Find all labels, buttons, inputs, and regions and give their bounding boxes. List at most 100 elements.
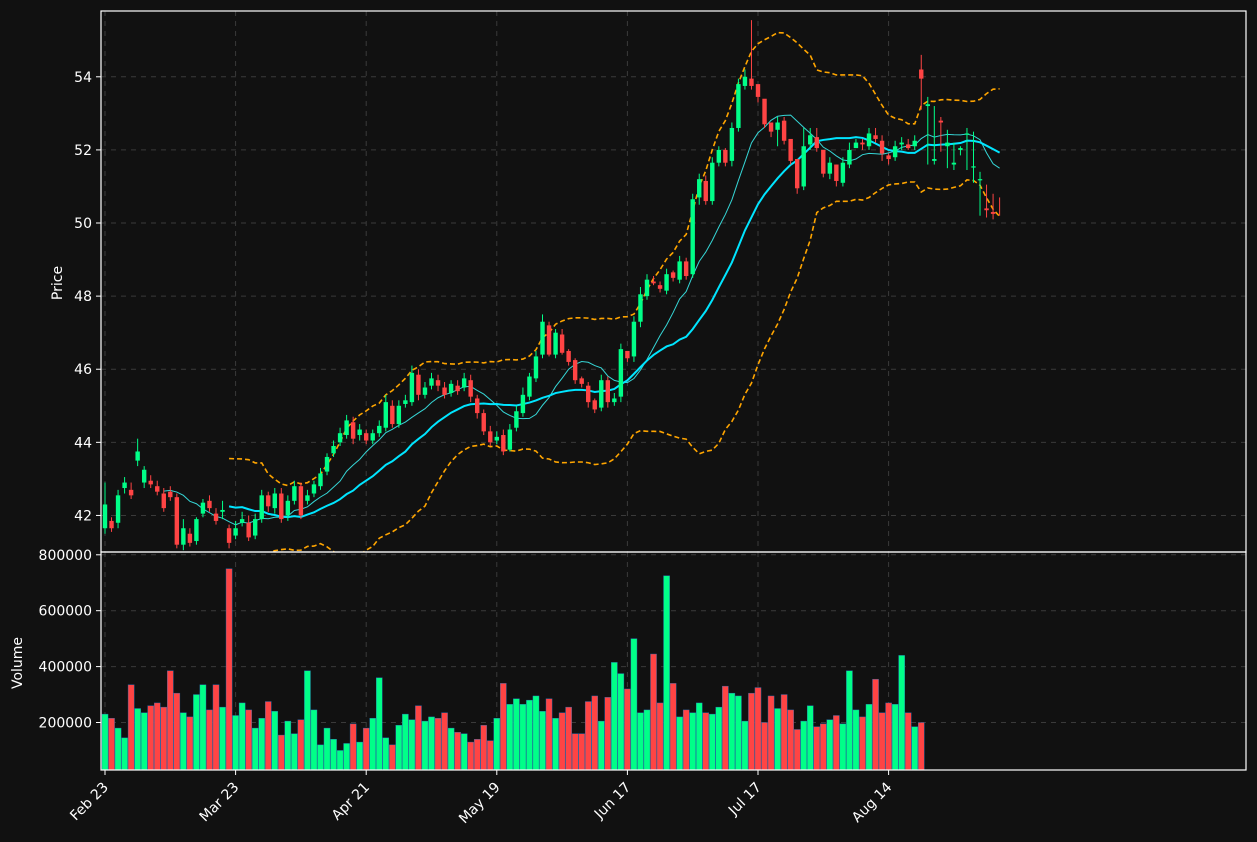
candle-body [768, 122, 774, 132]
volume-bar [121, 737, 128, 770]
volume-bar [304, 670, 311, 770]
volume-bar [114, 727, 122, 770]
volume-bar [800, 720, 807, 770]
volume-bar [571, 733, 579, 770]
volume-bar [604, 697, 612, 770]
candle-body [292, 486, 297, 501]
candle-body [448, 383, 454, 393]
volume-bar [493, 718, 501, 770]
candle-body [775, 122, 780, 130]
volume-tick-label: 800000 [39, 548, 92, 564]
volume-bar [362, 727, 370, 770]
volume-bar [369, 718, 376, 770]
volume-bar [643, 709, 651, 770]
volume-bar [715, 706, 723, 770]
volume-bar [617, 673, 625, 770]
volume-bar [500, 683, 507, 770]
volume-bar [271, 711, 279, 770]
volume-bar [428, 716, 435, 770]
candle-body [318, 473, 323, 487]
candle-body [494, 436, 499, 441]
volume-bar [748, 692, 755, 770]
volume-bar [415, 705, 422, 770]
volume-bar [898, 655, 905, 770]
candle-body [396, 405, 402, 425]
volume-bar [846, 670, 853, 770]
candle-body [141, 469, 147, 483]
candle-body [808, 135, 813, 145]
candle-body [801, 146, 806, 187]
volume-tick-label: 600000 [39, 604, 92, 620]
candle-body [350, 422, 356, 439]
candle-body [102, 504, 108, 529]
candle-body [324, 456, 330, 472]
candle-body [579, 378, 584, 384]
volume-bar [558, 712, 566, 770]
candle-body [879, 140, 885, 154]
candle-body [586, 385, 591, 403]
candle-body [259, 495, 264, 520]
volume-bar [754, 687, 762, 770]
candle-body [612, 398, 617, 403]
volume-bar [330, 739, 337, 770]
candle-body [794, 159, 800, 189]
volume-bar [310, 709, 318, 770]
volume-bar [624, 688, 631, 770]
volume-bar [806, 705, 814, 770]
volume-bar [676, 716, 683, 770]
candle-body [755, 84, 761, 97]
volume-bar [447, 727, 455, 770]
volume-bar [611, 662, 618, 770]
candle-body [742, 76, 748, 86]
volume-axis-label: Volume [10, 637, 26, 689]
volume-bar [741, 720, 749, 770]
volume-bar [630, 638, 638, 770]
volume-bar [702, 712, 710, 770]
candle-body [599, 380, 604, 408]
candle-body [847, 149, 852, 165]
candle-body [305, 495, 310, 501]
volume-bar [695, 702, 703, 770]
candle-body [664, 274, 669, 291]
candle-body [226, 528, 232, 543]
volume-bar [859, 716, 866, 770]
volume-bar [265, 701, 272, 770]
volume-bar [591, 695, 599, 770]
candle-body [625, 350, 630, 359]
volume-bar [918, 722, 925, 770]
candle-body [468, 380, 473, 397]
candle-body [873, 135, 878, 139]
candle-body [220, 509, 225, 512]
candle-body [932, 159, 937, 161]
volume-bar [147, 705, 154, 770]
volume-bar [565, 706, 572, 770]
candle-body [703, 180, 708, 202]
candle-body [364, 433, 369, 441]
candle-body [520, 394, 526, 414]
volume-tick-label: 200000 [39, 715, 92, 731]
volume-bar [793, 729, 801, 770]
candle-body [455, 385, 460, 392]
volume-bar [513, 698, 520, 770]
volume-bar [584, 701, 592, 770]
volume-bar [839, 723, 847, 770]
volume-bar [487, 740, 494, 770]
volume-bar [212, 684, 220, 770]
candle-body [370, 433, 375, 441]
volume-bar [297, 719, 305, 770]
candle-body [128, 489, 134, 496]
candle-body [207, 500, 212, 509]
volume-bar [682, 709, 690, 770]
candle-body [592, 400, 597, 410]
candle-body [716, 149, 722, 163]
volume-bar [167, 670, 174, 770]
candle-body [416, 374, 421, 395]
volume-bar [506, 704, 514, 770]
candle-body [279, 493, 284, 520]
candle-body [272, 493, 277, 509]
candle-body [501, 435, 506, 452]
candle-body [977, 179, 983, 181]
volume-bar [891, 704, 899, 770]
volume-bar [735, 695, 742, 770]
candle-body [246, 522, 251, 538]
